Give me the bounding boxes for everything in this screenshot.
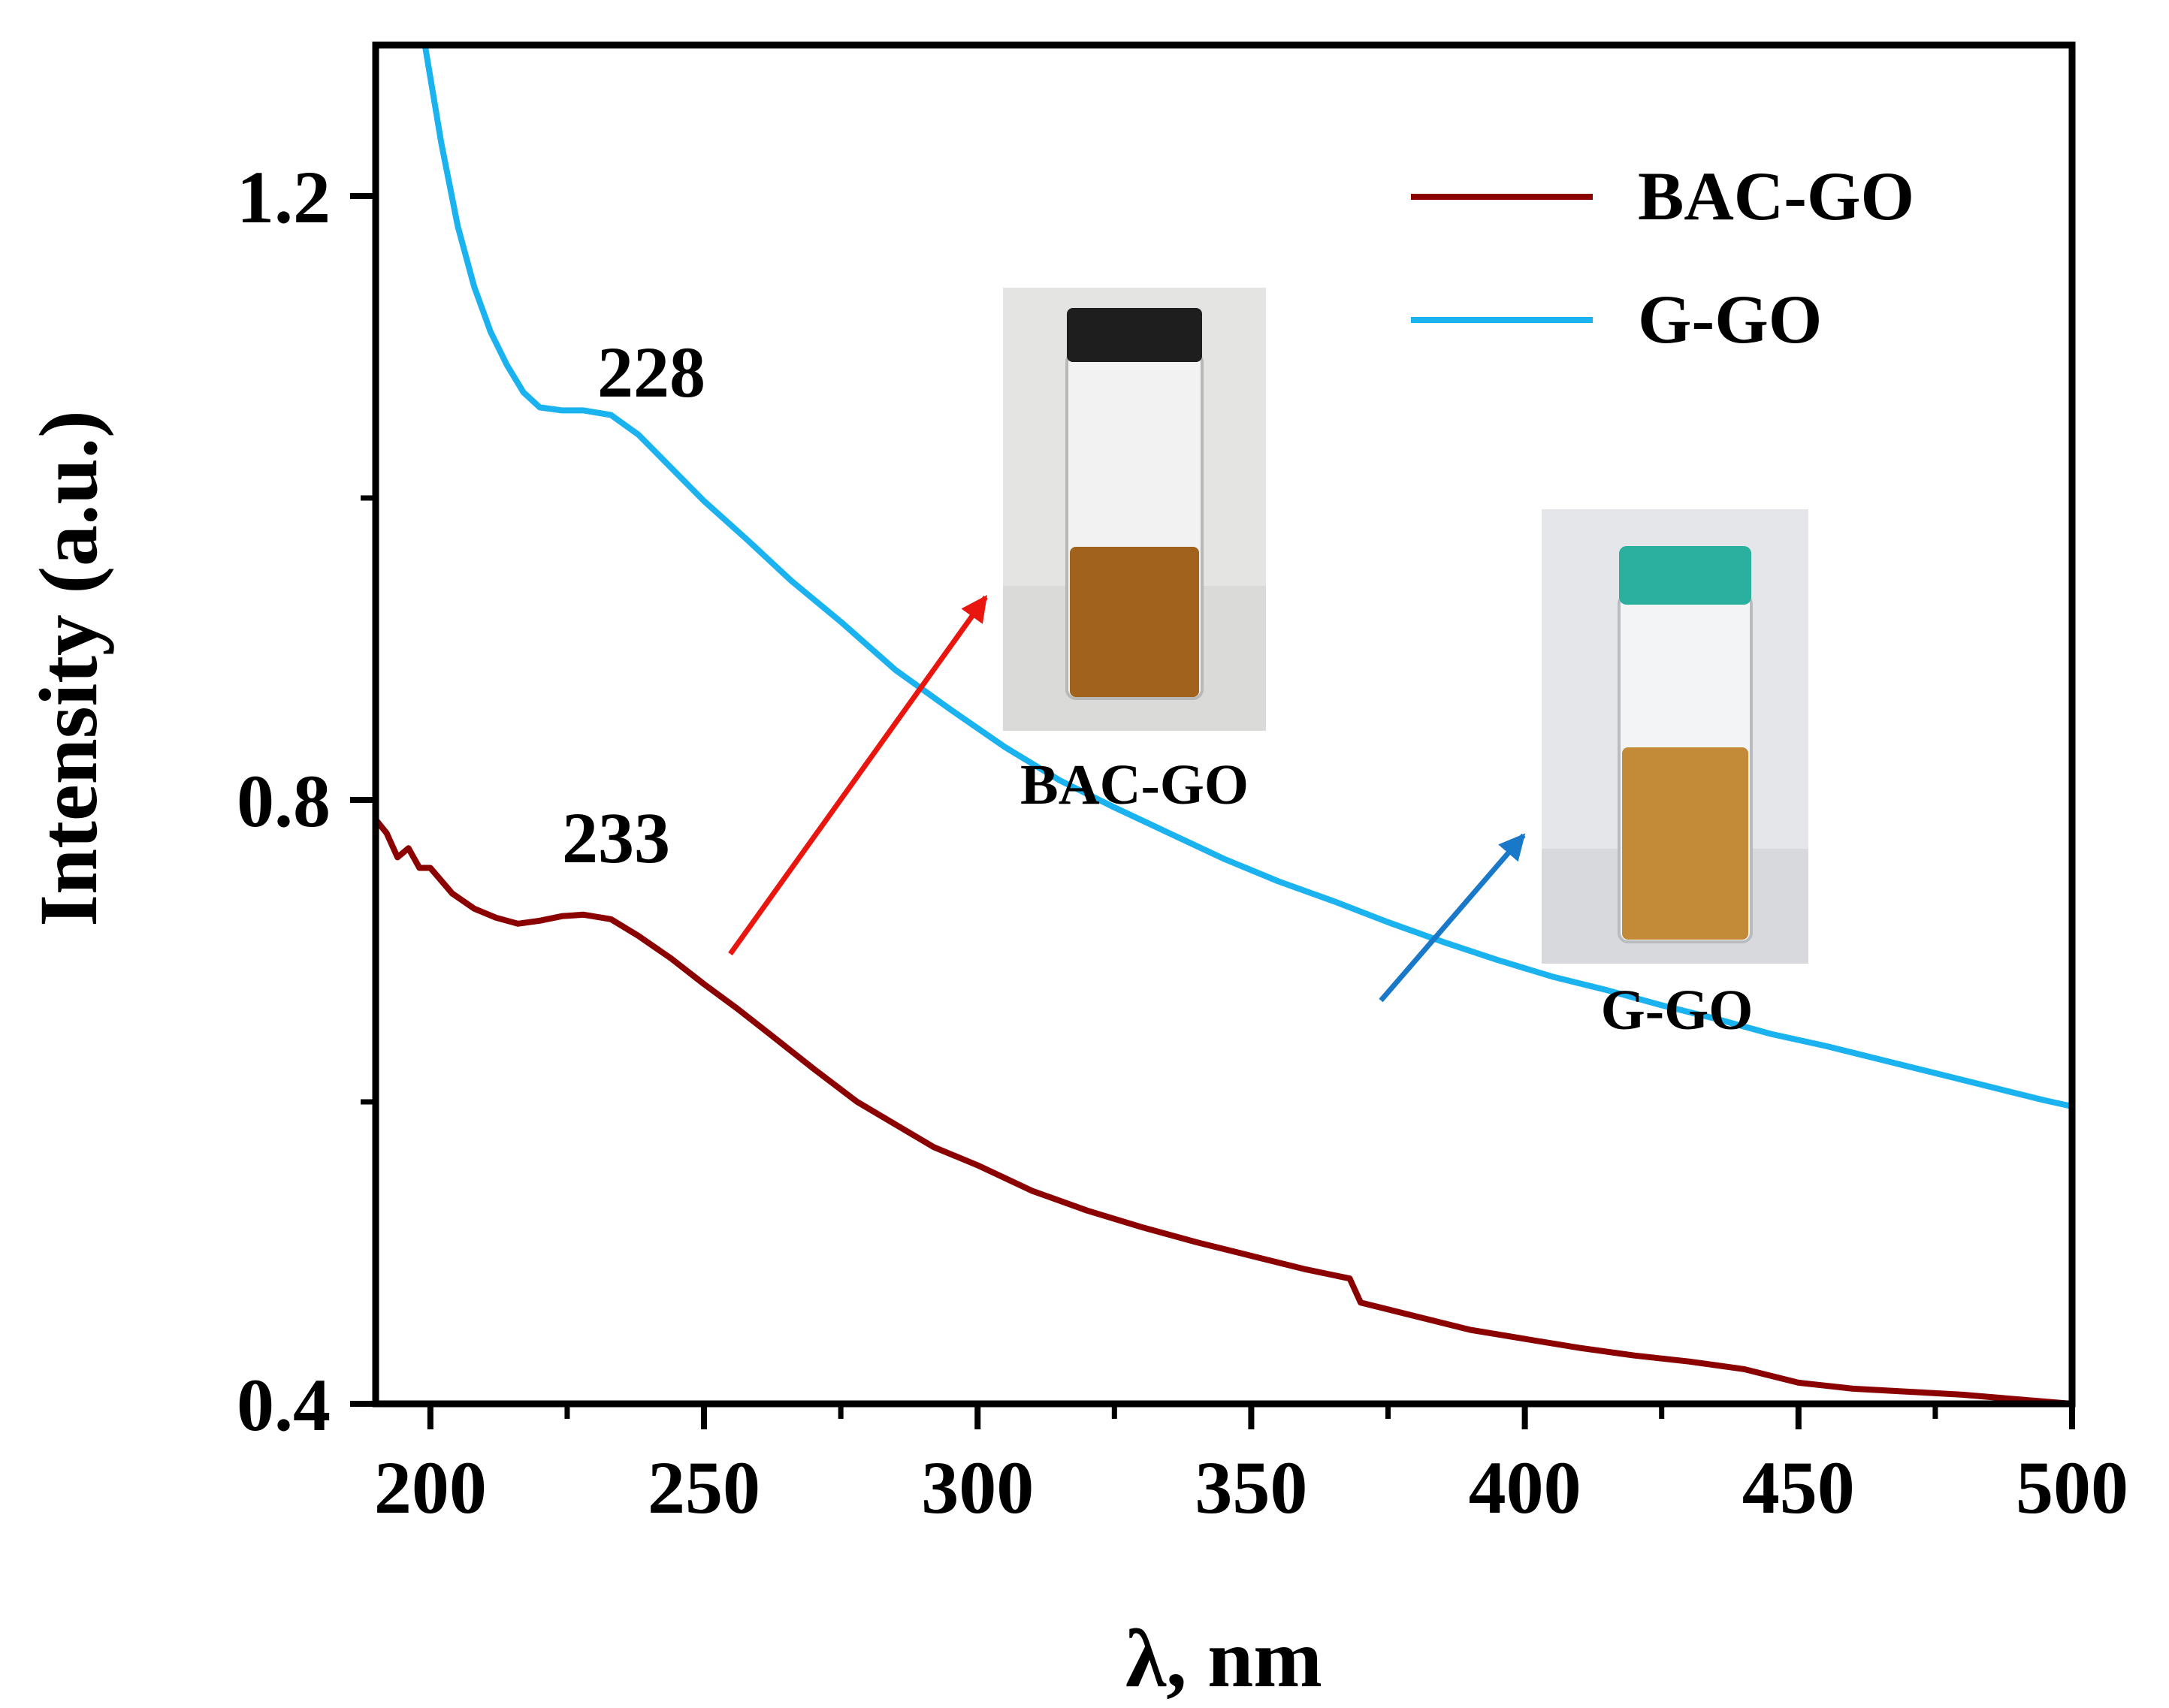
bac-go-vial-cap (1067, 308, 1202, 362)
arrow-to-bac-go-photo (728, 595, 988, 956)
y-axis-ticks: 0.4 0.8 1.2 (237, 155, 376, 1447)
x-tick-label: 450 (1742, 1446, 1855, 1529)
legend: BAC-GO G-GO (1411, 158, 1914, 358)
legend-label-g-go: G-GO (1638, 281, 1822, 358)
peak-annotation-bac-go: 233 (562, 798, 670, 878)
g-go-vial-liquid (1622, 747, 1748, 940)
y-tick-label: 0.4 (237, 1363, 331, 1447)
series-layer (378, 47, 2070, 1402)
bac-go-photo-label: BAC-GO (1020, 753, 1249, 816)
y-axis-title: Intensity (a.u.) (23, 410, 114, 927)
x-tick-label: 400 (1469, 1446, 1581, 1529)
g-go-photo-label: G-GO (1601, 979, 1754, 1042)
series-line-g-go (422, 47, 2070, 1109)
x-tick-label: 350 (1195, 1446, 1307, 1529)
x-tick-label: 200 (374, 1446, 487, 1529)
legend-label-bac-go: BAC-GO (1638, 158, 1914, 234)
g-go-vial-photo (1542, 509, 1808, 964)
x-tick-label: 300 (921, 1446, 1034, 1529)
g-go-vial-cap (1619, 546, 1751, 605)
x-tick-label: 250 (648, 1446, 760, 1529)
y-tick-label: 0.8 (237, 759, 331, 843)
plot-frame (372, 41, 2076, 1408)
peak-annotation-g-go: 228 (597, 332, 705, 412)
y-tick-label: 1.2 (237, 155, 331, 239)
x-axis-title: λ, nm (1125, 1613, 1322, 1704)
arrow-to-g-go-photo (1379, 833, 1526, 1003)
x-tick-label: 500 (2016, 1446, 2128, 1529)
bac-go-vial-photo (1003, 288, 1266, 731)
x-axis-ticks: 200 250 300 350 400 450 500 (374, 1404, 2128, 1529)
series-line-bac-go (378, 817, 2070, 1402)
bac-go-vial-liquid (1070, 547, 1199, 697)
